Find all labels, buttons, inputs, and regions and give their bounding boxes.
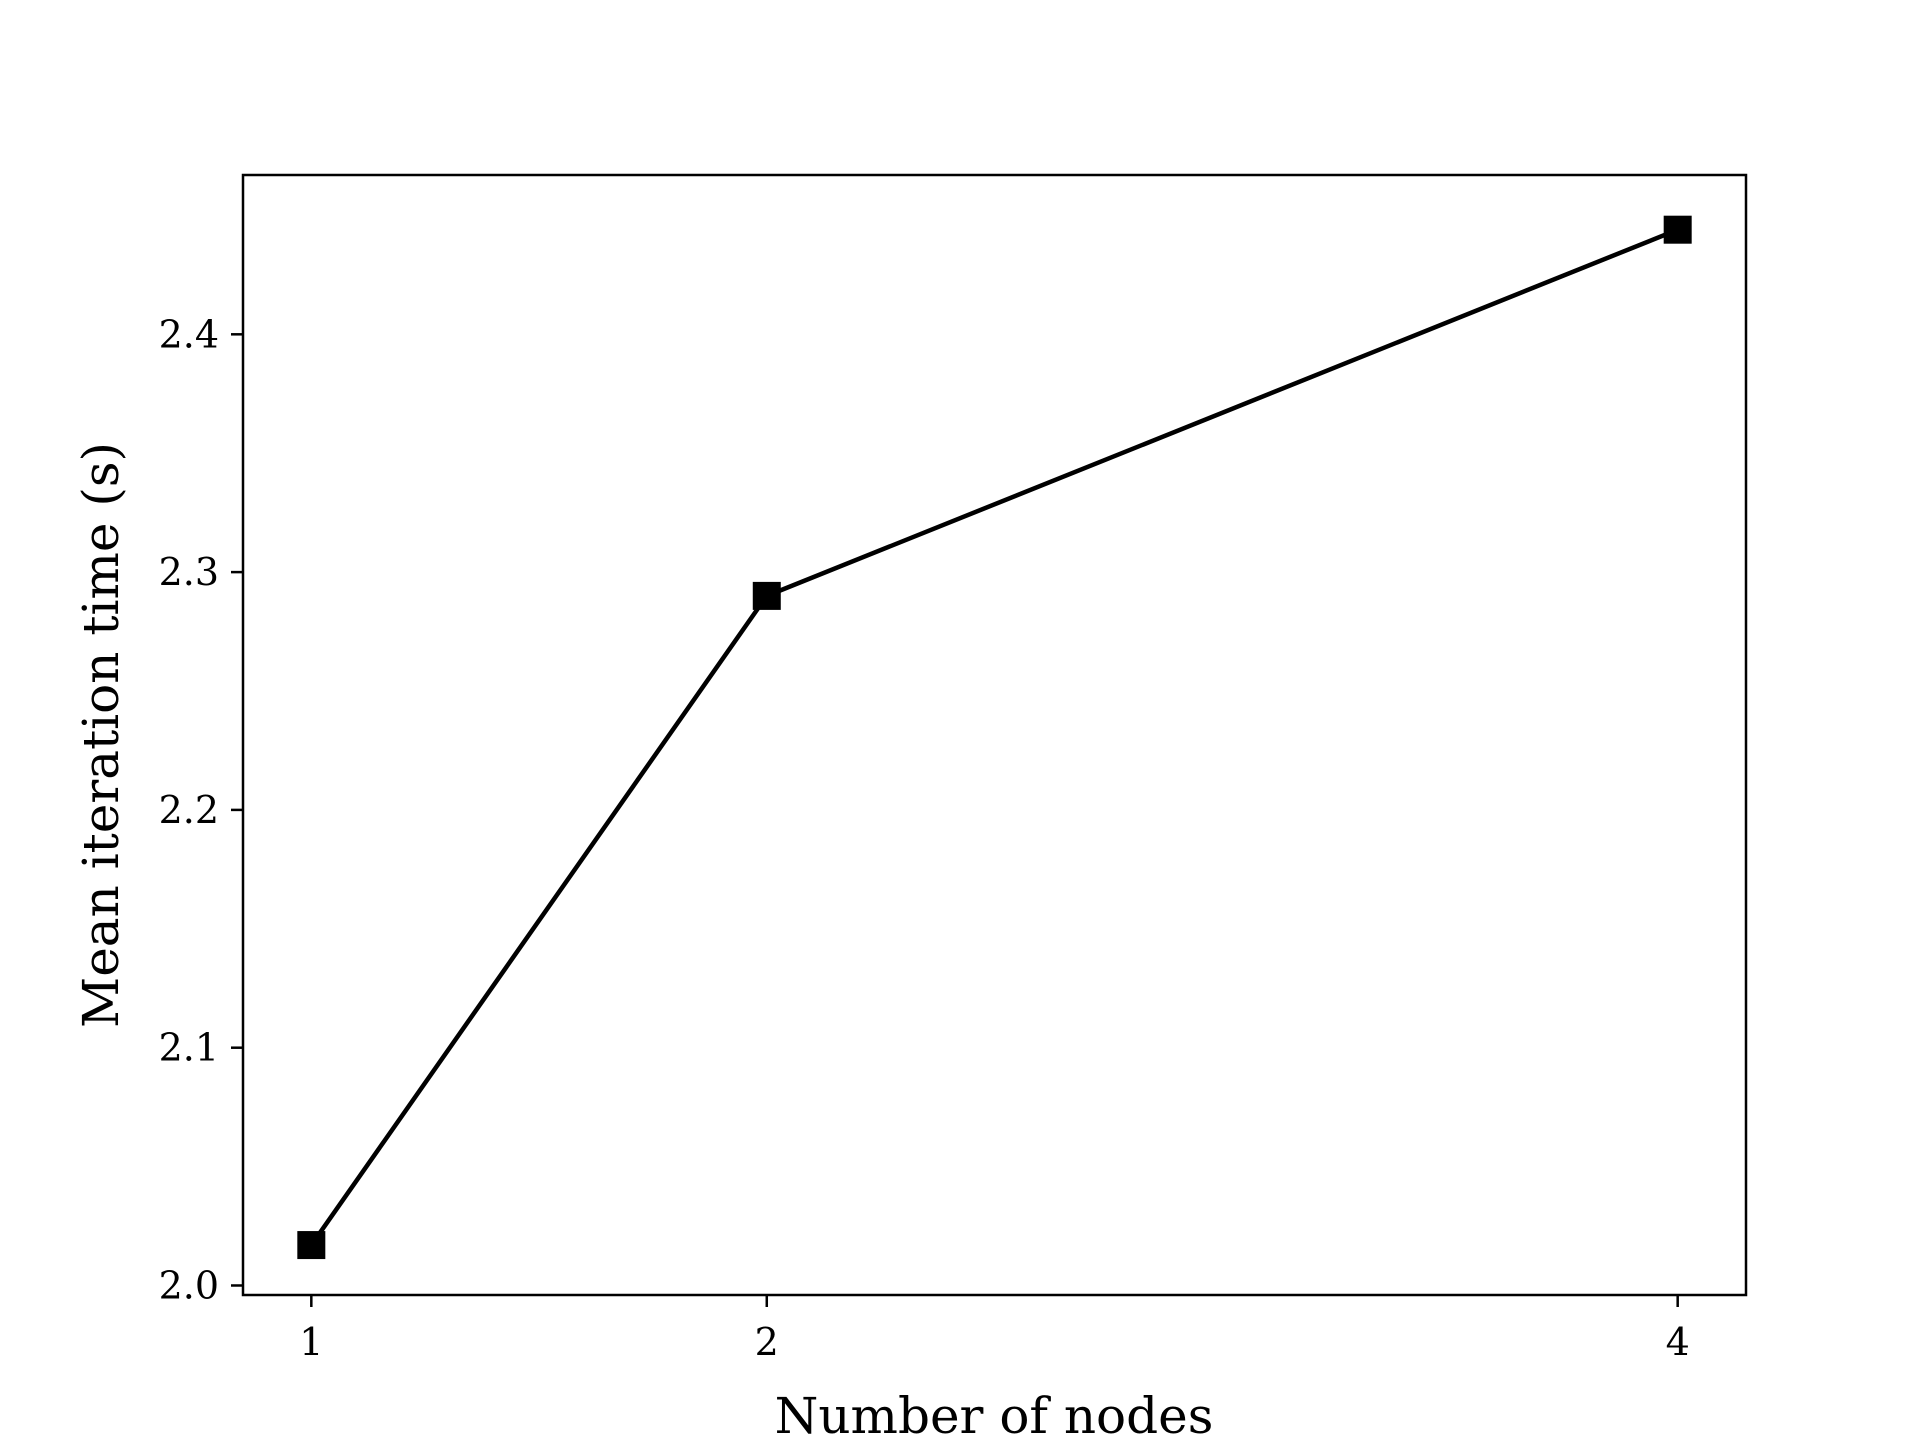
x-tick-label: 2 bbox=[755, 1320, 779, 1364]
x-tick-label: 4 bbox=[1666, 1320, 1690, 1364]
y-tick-label: 2.4 bbox=[159, 312, 219, 356]
y-axis-label: Mean iteration time (s) bbox=[72, 442, 130, 1028]
data-point-marker bbox=[297, 1231, 326, 1260]
y-tick-label: 2.1 bbox=[159, 1026, 219, 1070]
plot-frame bbox=[241, 173, 1748, 1297]
x-axis-label: Number of nodes bbox=[775, 1387, 1214, 1440]
y-tick-label: 2.2 bbox=[159, 788, 219, 832]
series-group bbox=[297, 215, 1692, 1260]
data-point-marker bbox=[752, 581, 781, 610]
y-tick-label: 2.3 bbox=[159, 550, 219, 594]
series-line bbox=[309, 227, 1679, 1247]
y-axis-ticks: 2.0 2.1 2.2 2.3 2.4 bbox=[159, 312, 243, 1307]
x-tick-label: 1 bbox=[299, 1320, 323, 1364]
y-tick-label: 2.0 bbox=[159, 1263, 219, 1307]
data-point-marker bbox=[1663, 215, 1692, 244]
x-axis-ticks: 1 2 4 bbox=[299, 1295, 1690, 1364]
